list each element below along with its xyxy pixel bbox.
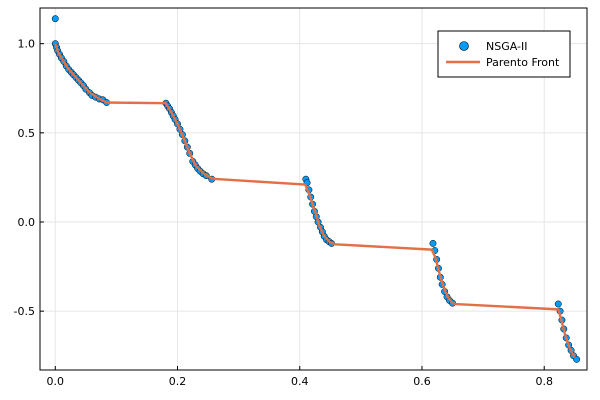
x-tick-label: 0.4 [291, 375, 309, 388]
x-tick-label: 0.8 [535, 375, 553, 388]
data-point [429, 239, 437, 247]
y-axis: -0.5 0.0 0.5 1.0 [14, 38, 44, 318]
data-point [573, 355, 581, 363]
data-point [51, 15, 59, 23]
series-line-parento-front [54, 43, 576, 359]
x-axis: 0.0 0.2 0.4 0.6 0.8 [47, 366, 553, 388]
legend: NSGA-II Parento Front [437, 30, 571, 78]
y-tick-label: 0.5 [18, 127, 36, 140]
legend-label-parento-front: Parento Front [486, 56, 560, 69]
legend-label-nsga-ii: NSGA-II [486, 40, 527, 53]
x-tick-label: 0.0 [47, 375, 65, 388]
data-point [554, 300, 562, 308]
series-line-group [54, 43, 576, 359]
legend-box [437, 30, 571, 78]
x-tick-label: 0.2 [169, 375, 187, 388]
x-tick-label: 0.6 [413, 375, 431, 388]
y-tick-label: -0.5 [14, 305, 35, 318]
y-tick-label: 1.0 [18, 38, 36, 51]
plot-frame [39, 7, 588, 371]
legend-marker-nsga-ii [459, 41, 469, 51]
y-tick-label: 0.0 [18, 216, 36, 229]
